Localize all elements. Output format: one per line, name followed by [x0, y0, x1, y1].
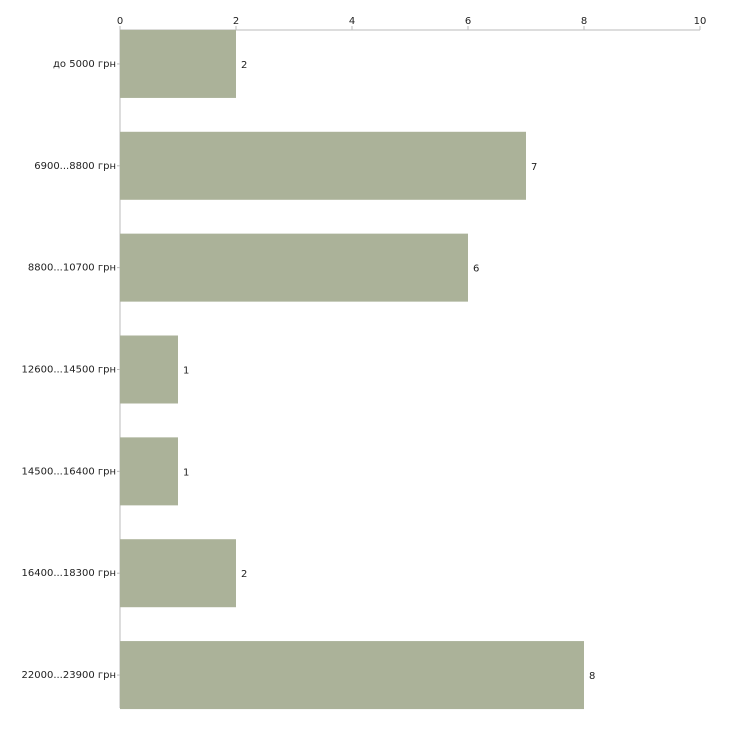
- y-tick-label: 14500...16400 грн: [22, 466, 116, 477]
- bar: [120, 131, 526, 200]
- bar: [120, 539, 236, 608]
- x-tick-label: 0: [117, 16, 123, 27]
- x-tick-label: 8: [581, 16, 587, 27]
- data-label: 8: [589, 671, 595, 682]
- bar: [120, 437, 178, 506]
- data-label: 7: [531, 162, 537, 173]
- y-tick-label: 8800...10700 грн: [28, 263, 116, 274]
- x-tick-label: 4: [349, 16, 355, 27]
- data-label: 2: [241, 569, 247, 580]
- x-tick-label: 10: [694, 16, 707, 27]
- bar: [120, 233, 468, 302]
- y-tick-label: 12600...14500 грн: [22, 365, 116, 376]
- bar: [120, 335, 178, 404]
- x-tick-label: 2: [233, 16, 239, 27]
- bar: [120, 29, 236, 98]
- data-label: 2: [241, 60, 247, 71]
- y-tick-label: 6900...8800 грн: [34, 161, 116, 172]
- y-tick-label: 22000...23900 грн: [22, 670, 116, 681]
- y-tick-label: до 5000 грн: [53, 59, 116, 70]
- x-tick-label: 6: [465, 16, 471, 27]
- y-tick-label: 16400...18300 грн: [22, 568, 116, 579]
- data-label: 6: [473, 264, 479, 275]
- data-label: 1: [183, 366, 189, 377]
- bar: [120, 641, 584, 710]
- data-label: 1: [183, 467, 189, 478]
